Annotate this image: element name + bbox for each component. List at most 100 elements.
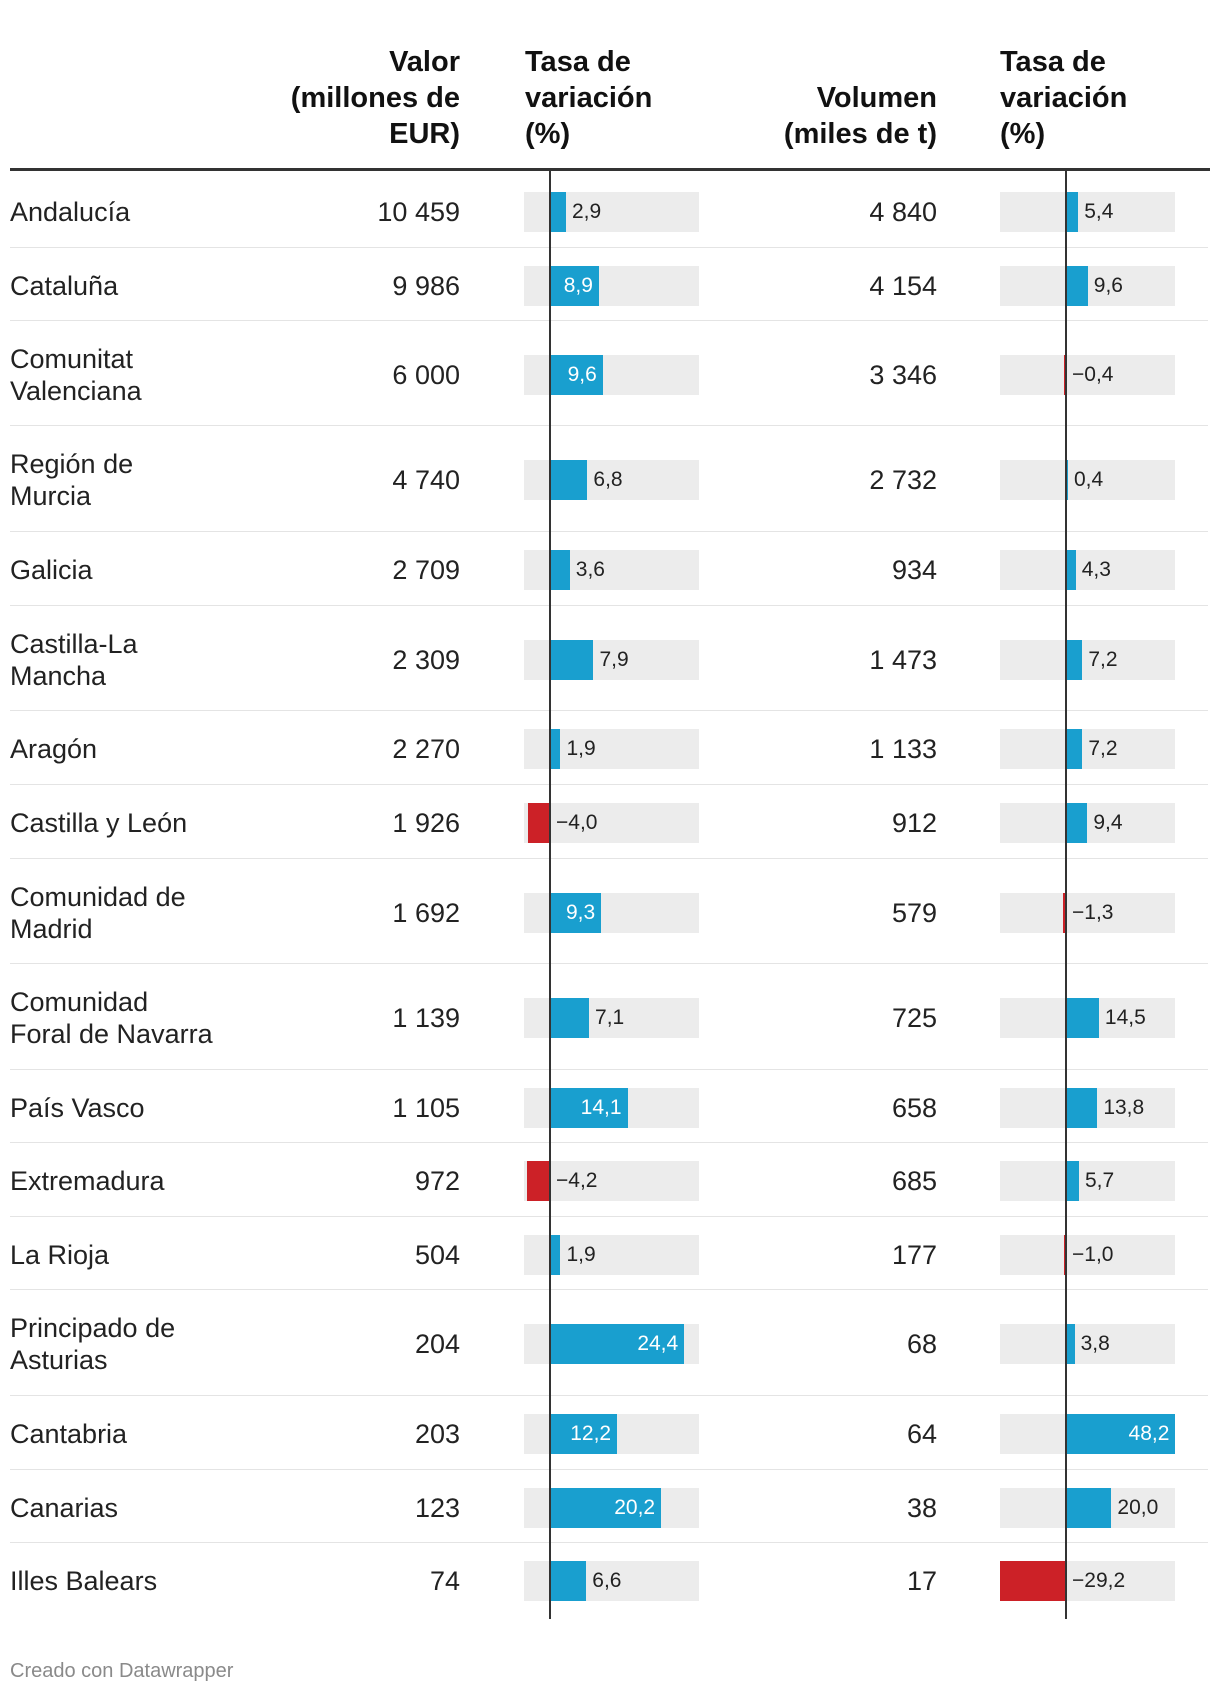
tasa-volumen-bar bbox=[1066, 550, 1076, 590]
volumen-cell: 38 bbox=[906, 1492, 937, 1523]
tasa-valor-label: 9,6 bbox=[567, 362, 597, 386]
tasa-valor-label: 1,9 bbox=[566, 1242, 596, 1266]
tasa-volumen-label: 4,3 bbox=[1081, 558, 1111, 581]
tasa-volumen-track bbox=[1000, 192, 1175, 232]
row-separator bbox=[10, 247, 1208, 248]
tasa-valor-label: 1,9 bbox=[566, 737, 596, 760]
row-separator bbox=[10, 320, 1208, 321]
region-name: Comunidad de Madrid bbox=[10, 881, 186, 944]
row-separator bbox=[10, 858, 1208, 859]
volumen-cell: 658 bbox=[891, 1092, 937, 1123]
valor-cell: 1 692 bbox=[392, 897, 460, 928]
header-tasa-volumen: Tasa de variación (%) bbox=[1000, 46, 1128, 150]
tasa-valor-bar bbox=[550, 1087, 628, 1128]
tasa-volumen-track bbox=[1000, 1161, 1175, 1201]
row-separator bbox=[10, 1216, 1208, 1217]
tasa-volumen-track bbox=[1000, 550, 1175, 590]
valor-cell: 203 bbox=[414, 1419, 460, 1449]
tasa-volumen-label: 20,0 bbox=[1117, 1495, 1159, 1519]
volumen-cell: 4 154 bbox=[869, 270, 937, 301]
tasa-volumen-track bbox=[1000, 354, 1175, 395]
valor-cell: 9 986 bbox=[392, 270, 460, 301]
tasa-volumen-label: 5,4 bbox=[1084, 200, 1114, 223]
row-separator bbox=[10, 784, 1208, 785]
tasa-volumen-bar bbox=[1063, 1234, 1066, 1275]
row-separator bbox=[10, 1469, 1208, 1470]
tasa-volumen-label: 7,2 bbox=[1088, 647, 1118, 671]
region-name: Región de Murcia bbox=[10, 449, 134, 511]
valor-cell: 123 bbox=[414, 1492, 460, 1523]
region-name: Aragón bbox=[10, 734, 98, 764]
tasa-volumen-label: 13,8 bbox=[1103, 1095, 1145, 1119]
region-name: País Vasco bbox=[10, 1092, 145, 1123]
tasa-valor-track bbox=[524, 1161, 699, 1201]
tasa-valor-bar bbox=[550, 1234, 561, 1275]
region-name: Comunidad Foral de Navarra bbox=[10, 987, 213, 1049]
valor-cell: 4 740 bbox=[392, 465, 460, 495]
row-separator bbox=[10, 1395, 1208, 1396]
tasa-valor-bar bbox=[550, 998, 590, 1038]
tasa-volumen-label: −0,4 bbox=[1072, 362, 1114, 386]
tasa-valor-bar bbox=[550, 354, 603, 395]
valor-cell: 6 000 bbox=[392, 359, 460, 390]
tasa-volumen-label: −1,0 bbox=[1072, 1242, 1114, 1266]
tasa-valor-label: 6,6 bbox=[592, 1569, 622, 1592]
row-separator bbox=[10, 1542, 1208, 1543]
tasa-valor-bar bbox=[550, 192, 566, 232]
volumen-cell: 725 bbox=[891, 1003, 937, 1033]
tasa-volumen-bar bbox=[1066, 1487, 1112, 1528]
valor-cell: 74 bbox=[429, 1566, 460, 1596]
tasa-valor-bar bbox=[526, 1161, 550, 1201]
tasa-valor-bar bbox=[550, 550, 570, 590]
tasa-volumen-bar bbox=[1066, 265, 1088, 306]
tasa-volumen-track bbox=[1000, 639, 1175, 680]
tasa-volumen-label: 9,4 bbox=[1093, 811, 1123, 834]
volumen-cell: 934 bbox=[891, 555, 937, 585]
valor-cell: 972 bbox=[414, 1166, 460, 1196]
valor-cell: 2 709 bbox=[392, 555, 460, 585]
volumen-cell: 17 bbox=[906, 1566, 937, 1596]
zero-axis-tasa-valor bbox=[549, 171, 551, 1619]
volumen-cell: 579 bbox=[891, 897, 937, 928]
tasa-volumen-bar bbox=[1066, 729, 1083, 769]
tasa-volumen-bar bbox=[1063, 892, 1066, 933]
region-name: Castilla y León bbox=[10, 808, 188, 838]
tasa-volumen-bar bbox=[1066, 1324, 1075, 1364]
volumen-cell: 685 bbox=[891, 1166, 937, 1196]
tasa-volumen-bar bbox=[1066, 1161, 1079, 1201]
tasa-volumen-bar bbox=[1066, 998, 1099, 1038]
tasa-volumen-label: −29,2 bbox=[1072, 1569, 1126, 1592]
tasa-volumen-bar bbox=[1066, 803, 1088, 843]
volumen-cell: 68 bbox=[906, 1329, 937, 1359]
region-name: La Rioja bbox=[10, 1239, 110, 1270]
region-name: Castilla-La Mancha bbox=[10, 628, 138, 691]
header-tasa-valor: Tasa de variación (%) bbox=[525, 46, 653, 150]
tasa-volumen-label: −1,3 bbox=[1072, 900, 1114, 924]
volumen-cell: 912 bbox=[891, 808, 937, 838]
row-separator bbox=[10, 1069, 1208, 1070]
tasa-valor-bar bbox=[550, 1487, 662, 1528]
valor-cell: 204 bbox=[414, 1329, 460, 1359]
tasa-valor-label: 3,6 bbox=[575, 558, 605, 581]
region-name: Cantabria bbox=[10, 1419, 128, 1449]
region-name: Comunitat Valenciana bbox=[10, 343, 142, 406]
region-name: Andalucía bbox=[10, 197, 131, 227]
row-separator bbox=[10, 1289, 1208, 1290]
zero-axis-tasa-volumen bbox=[1065, 171, 1067, 1619]
volumen-cell: 1 133 bbox=[869, 734, 937, 764]
tasa-valor-label: 7,1 bbox=[595, 1006, 625, 1029]
tasa-valor-bar bbox=[528, 803, 550, 843]
tasa-valor-track bbox=[524, 803, 699, 843]
tasa-valor-label: 6,8 bbox=[593, 468, 623, 491]
header-rule bbox=[10, 168, 1210, 171]
tasa-volumen-label: 9,6 bbox=[1093, 273, 1123, 297]
valor-cell: 2 270 bbox=[392, 734, 460, 764]
tasa-volumen-label: 5,7 bbox=[1084, 1169, 1115, 1192]
tasa-volumen-label: 3,8 bbox=[1080, 1332, 1110, 1355]
tasa-valor-label: 7,9 bbox=[599, 647, 629, 671]
region-name: Extremadura bbox=[10, 1166, 165, 1196]
tasa-valor-label: 24,4 bbox=[637, 1332, 679, 1355]
tasa-valor-label: 8,9 bbox=[563, 273, 593, 297]
row-separator bbox=[10, 531, 1208, 532]
tasa-valor-label: −4,2 bbox=[556, 1169, 598, 1192]
